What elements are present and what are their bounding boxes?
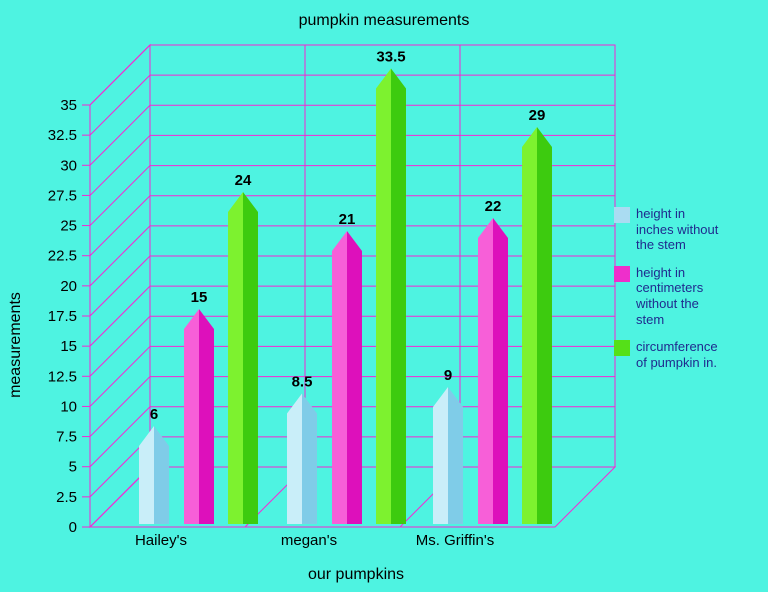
svg-text:32.5: 32.5	[48, 127, 77, 144]
svg-text:20: 20	[60, 278, 77, 295]
svg-text:24: 24	[235, 172, 252, 189]
svg-text:30: 30	[60, 157, 77, 174]
svg-text:Hailey's: Hailey's	[135, 532, 187, 549]
bar-series0-cat0	[139, 426, 169, 524]
y-axis-title: measurements	[7, 292, 24, 398]
svg-text:27.5: 27.5	[48, 187, 77, 204]
legend-swatch-inches	[614, 207, 630, 223]
svg-text:2.5: 2.5	[56, 489, 77, 506]
svg-text:12.5: 12.5	[48, 368, 77, 385]
bar-series2-cat0	[228, 192, 258, 524]
svg-text:35: 35	[60, 97, 77, 114]
svg-text:8.5: 8.5	[292, 374, 313, 391]
bar-series2-cat1	[376, 68, 406, 524]
chart-title: pumpkin measurements	[298, 12, 470, 29]
bar-value-labels: 6 8.5 9 15 21 22 24 33.5 29	[150, 49, 546, 424]
svg-text:15: 15	[191, 289, 208, 306]
svg-text:10: 10	[60, 398, 77, 415]
bar-series0-cat1	[287, 393, 317, 524]
bar-series2-cat2	[522, 127, 552, 524]
svg-text:0: 0	[69, 519, 77, 536]
svg-text:22: 22	[485, 198, 502, 215]
svg-text:21: 21	[339, 211, 356, 228]
legend-swatch-circumference	[614, 340, 630, 357]
legend-item: height in inches without the stem	[614, 206, 764, 253]
svg-text:megan's: megan's	[281, 532, 337, 549]
svg-text:33.5: 33.5	[376, 49, 405, 66]
bar-series1-cat1	[332, 231, 362, 524]
svg-text:6: 6	[150, 406, 158, 423]
legend-item: height in centimeters without the stem	[614, 265, 764, 327]
bar-series0-cat2	[433, 387, 463, 524]
legend-label-centimeters: height in centimeters without the stem	[636, 264, 704, 327]
svg-text:Ms. Griffin's: Ms. Griffin's	[416, 532, 494, 549]
svg-text:5: 5	[69, 459, 77, 476]
svg-text:15: 15	[60, 338, 77, 355]
y-tick-labels: 0 2.5 5 7.5 10 12.5 15 17.5 20 22.5 25 27.5 30 32.5 35	[48, 97, 77, 536]
legend-swatch-centimeters	[614, 265, 630, 282]
legend: height in inches without the stem height…	[614, 206, 764, 370]
svg-text:7.5: 7.5	[56, 429, 77, 446]
x-axis-title: our pumpkins	[307, 566, 405, 583]
svg-text:25: 25	[60, 218, 77, 235]
svg-text:22.5: 22.5	[48, 248, 77, 265]
legend-label-inches: height in inches without the stem	[636, 206, 719, 253]
legend-label-circumference: circumference of pumpkin in.	[636, 339, 718, 370]
svg-text:9: 9	[444, 367, 452, 384]
bar-series1-cat2	[478, 218, 508, 524]
bar-series1-cat0	[184, 309, 214, 524]
legend-item: circumference of pumpkin in.	[614, 339, 764, 370]
svg-text:29: 29	[529, 107, 546, 124]
bars	[139, 68, 552, 524]
category-labels: Hailey's megan's Ms. Griffin's	[135, 532, 494, 549]
svg-text:17.5: 17.5	[48, 308, 77, 325]
